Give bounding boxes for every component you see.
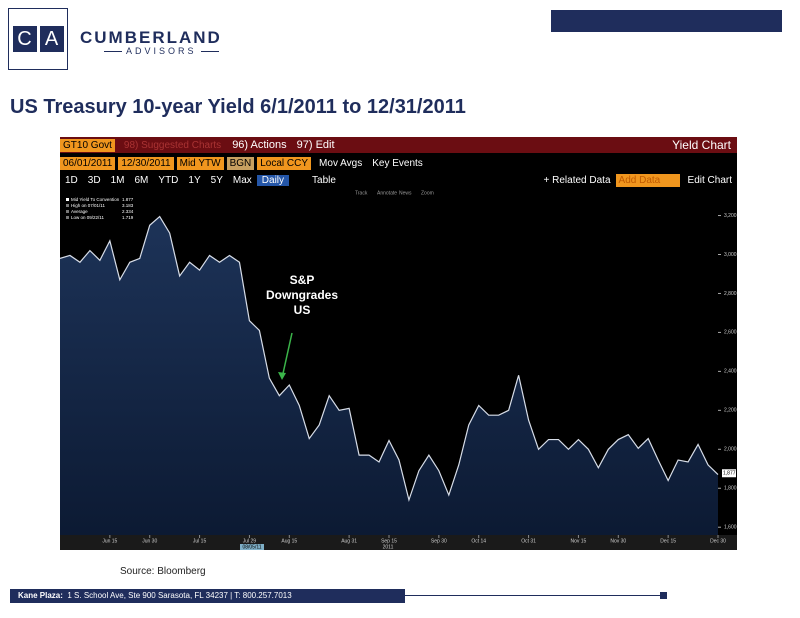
tool-button: News: [399, 190, 412, 196]
x-axis-strip: [60, 535, 737, 550]
menu[interactable]: 96) Actions: [232, 139, 287, 151]
x-tick-label: Jun 30: [142, 538, 157, 544]
legend-value: 2.334: [122, 209, 134, 214]
highlight-date-box: [240, 544, 264, 550]
period-button[interactable]: 1Y: [188, 174, 201, 186]
legend-swatch: [66, 216, 69, 219]
x-tick-label: Jul 15: [193, 538, 207, 544]
tool-button: Annotate: [377, 190, 397, 196]
add-data[interactable]: Add Data: [615, 173, 680, 187]
y-tick-label: 1,800: [724, 486, 737, 492]
end-date[interactable]: 12/30/2011: [118, 156, 174, 170]
footer-address: 1 S. School Ave, Ste 900 Sarasota, FL 34…: [67, 591, 292, 600]
x-tick-label: Jun 15: [102, 538, 117, 544]
toggle[interactable]: Mov Avgs: [319, 157, 363, 169]
tagline: ADVISORS: [100, 46, 223, 56]
y-tick-label: 2,000: [724, 447, 737, 453]
annotation: US: [294, 303, 311, 317]
legend-label: Mid Yield To Convention: [71, 197, 120, 202]
pricing-source[interactable]: BGN: [226, 156, 255, 170]
legend-label: Average: [71, 209, 88, 214]
source: Source: Bloomberg: [120, 566, 206, 577]
settings-bar: 06/01/2011 12/30/2011 Mid YTW BGN Local …: [60, 155, 737, 171]
period-button[interactable]: Max: [232, 174, 252, 186]
annotation-arrowhead: [278, 372, 286, 380]
y-tick-label: 2,600: [724, 330, 737, 336]
footer-line: [405, 595, 660, 596]
currency[interactable]: Local CCY: [257, 156, 312, 170]
tool-button: Track: [355, 190, 368, 196]
table-button[interactable]: Table: [312, 174, 336, 186]
legend-label: High on 07/01/11: [71, 203, 105, 208]
annotation: Downgrades: [266, 288, 338, 302]
toolbar: GT10 Govt 98) Suggested Charts 96) Actio…: [60, 137, 737, 153]
x-tick-label: Jul 29: [243, 538, 257, 544]
highlight-date: 08/05/11: [242, 544, 261, 550]
period-button[interactable]: 1D: [65, 174, 78, 186]
chart: Track Annotate News Zoom 1,600 1,800 2,000 2,20…: [60, 190, 737, 550]
related-data[interactable]: + Related Data: [543, 174, 611, 186]
x-tick-label: Dec 30: [710, 538, 726, 544]
y-tick-label: 2,200: [724, 408, 737, 414]
annotation: S&P: [290, 273, 315, 287]
last-value-label: 1,877: [723, 471, 736, 477]
y-tick-label: 2,400: [724, 369, 737, 375]
legend-value: 3.183: [122, 203, 134, 208]
y-tick-label: 3,000: [724, 252, 737, 258]
x-tick-label: Sep 15: [381, 538, 397, 544]
tagline-text: ADVISORS: [126, 46, 197, 56]
area: [60, 216, 718, 535]
period-bar: 1D 3D 1M 6M YTD 1Y 5Y Max Daily Table + Related…: [60, 172, 737, 188]
year-label: 2011: [383, 544, 394, 550]
chart-name[interactable]: Yield Chart: [672, 138, 731, 152]
top-bar: [551, 10, 782, 32]
periods: 1D 3D 1M 6M YTD 1Y 5Y Max: [60, 175, 257, 186]
legend-label: Low on 09/22/11: [71, 215, 104, 220]
period-button[interactable]: 6M: [134, 174, 149, 186]
footer-place: Kane Plaza:: [18, 591, 63, 600]
logo-letter: A: [39, 26, 64, 52]
menu[interactable]: 97) Edit: [296, 139, 335, 151]
period-button[interactable]: 5Y: [210, 174, 223, 186]
slide-title: US Treasury 10-year Yield 6/1/2011 to 12…: [10, 96, 466, 118]
logo-letter: C: [12, 26, 37, 52]
company-name: CUMBERLAND: [80, 28, 222, 47]
x-tick-label: Nov 15: [571, 538, 587, 544]
period-button[interactable]: 1M: [110, 174, 125, 186]
frequency[interactable]: Daily: [256, 174, 290, 186]
last-value-box: [722, 469, 736, 478]
start-date[interactable]: 06/01/2011: [60, 156, 116, 170]
legend-value: 1.719: [122, 215, 134, 220]
annotation-arrow: [281, 332, 293, 379]
x-tick-label: Oct 31: [521, 538, 536, 544]
field[interactable]: Mid YTW: [176, 156, 224, 170]
footer-dot: [660, 592, 667, 599]
footer: Kane Plaza: 1 S. School Ave, Ste 900 Sar…: [10, 589, 405, 603]
legend-swatch: [66, 210, 69, 213]
period-button[interactable]: YTD: [158, 174, 179, 186]
legend-value: 1.877: [122, 197, 134, 202]
x-tick-label: Sep 30: [431, 538, 447, 544]
toggle[interactable]: Key Events: [372, 157, 423, 169]
x-tick-label: Oct 14: [471, 538, 486, 544]
edit-chart[interactable]: Edit Chart: [687, 174, 732, 186]
x-tick-label: Nov 30: [610, 538, 626, 544]
y-tick-label: 3,200: [724, 213, 737, 219]
terminal: GT10 Govt 98) Suggested Charts 96) Actio…: [60, 137, 737, 550]
ticker[interactable]: GT10 Govt: [60, 138, 115, 152]
x-tick-label: Dec 15: [660, 538, 676, 544]
tool-button: Zoom: [421, 190, 434, 196]
x-tick-label: Aug 15: [281, 538, 297, 544]
x-tick-label: Aug 31: [341, 538, 357, 544]
period-button[interactable]: 3D: [87, 174, 101, 186]
logo: C A: [8, 8, 68, 70]
line: [60, 215, 719, 503]
y-tick-label: 1,600: [724, 525, 737, 531]
y-tick-label: 2,800: [724, 291, 737, 297]
menu[interactable]: 98) Suggested Charts: [123, 139, 222, 151]
legend-swatch: [66, 198, 69, 201]
legend-swatch: [66, 204, 69, 207]
